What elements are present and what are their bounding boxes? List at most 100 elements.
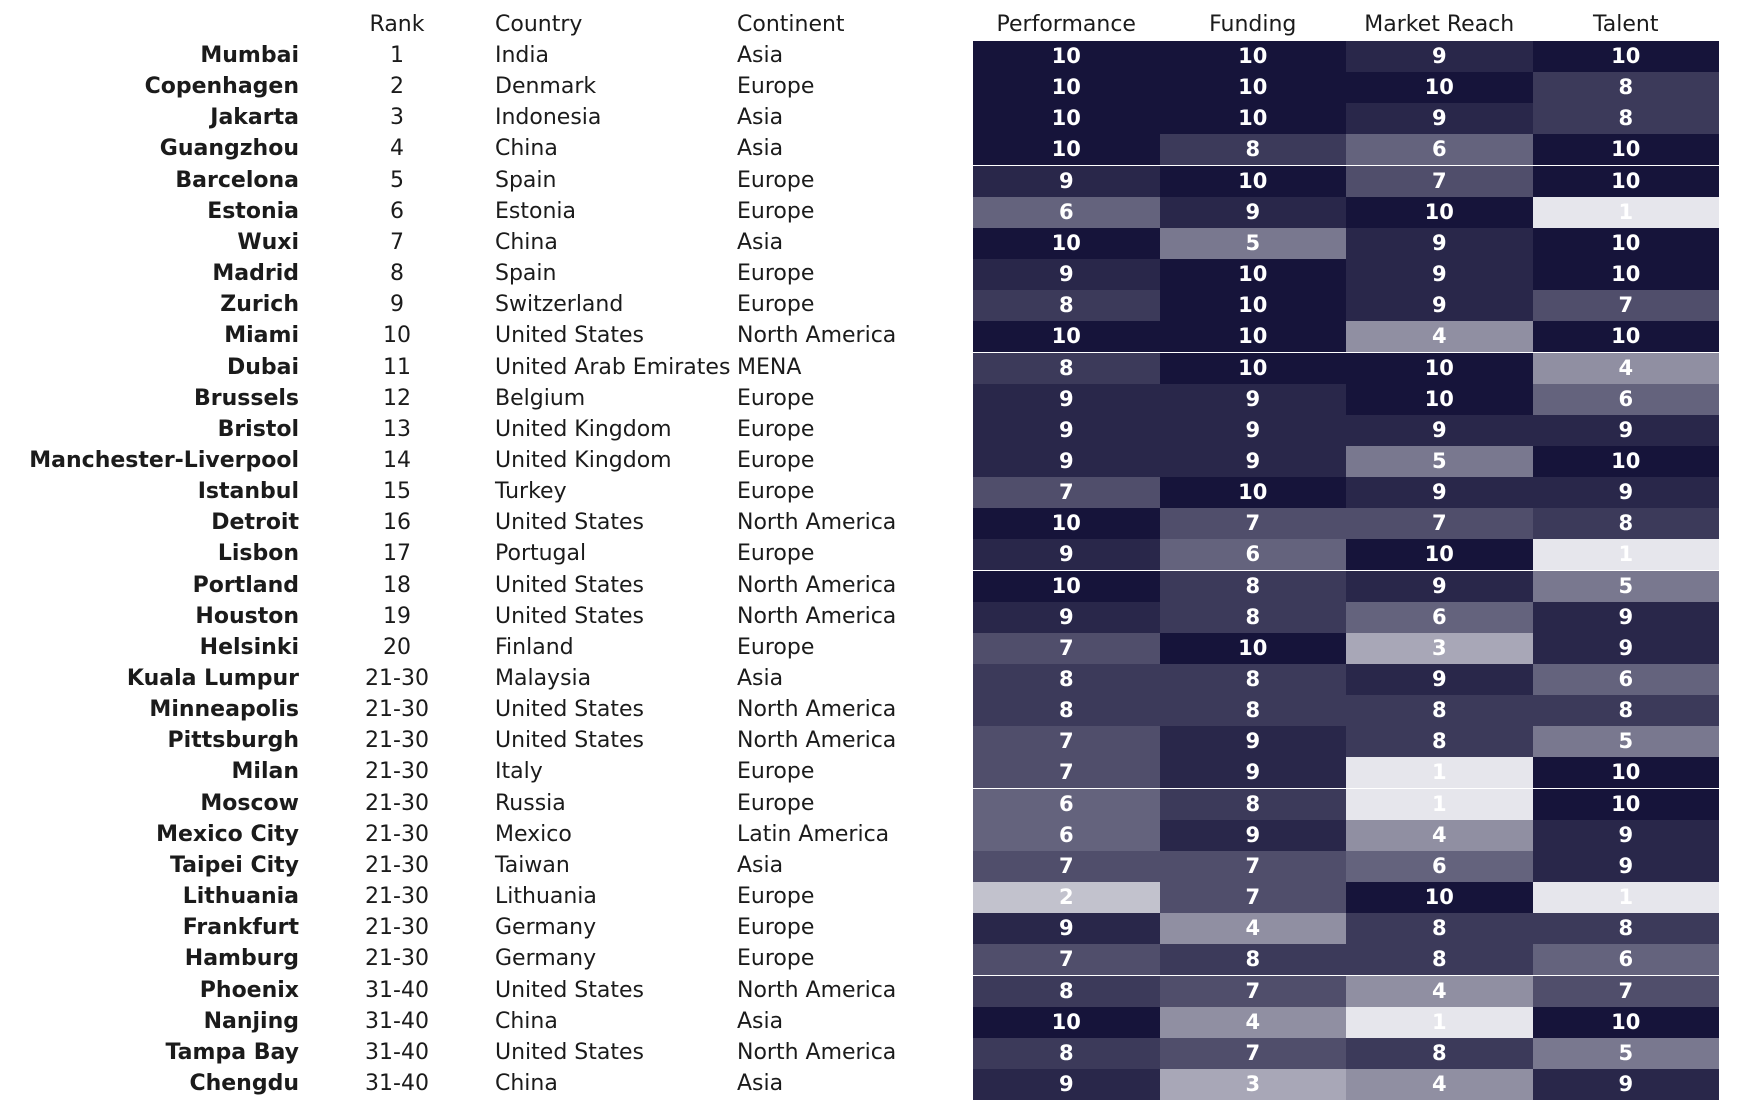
heat-cell-market-reach: 4: [1346, 1068, 1533, 1100]
rank-cell: 21-30: [365, 759, 429, 785]
country-cell: United States: [495, 728, 644, 754]
rank-cell: 21-30: [365, 666, 429, 691]
country-cell: United Kingdom: [495, 416, 672, 442]
heat-cell-talent: 10: [1532, 165, 1719, 197]
continent-cell: Europe: [737, 198, 815, 224]
heat-cell-market-reach: 10: [1346, 383, 1533, 415]
rank-cell: 2: [390, 74, 404, 100]
heat-cell-market-reach: 5: [1346, 445, 1533, 477]
city-label: Wuxi: [237, 229, 299, 255]
heat-cell-funding: 9: [1159, 414, 1346, 446]
heat-cell-funding: 8: [1159, 664, 1346, 695]
heat-cell-market-reach: 10: [1346, 352, 1533, 384]
country-cell: Germany: [495, 946, 597, 972]
rank-cell: 1: [390, 43, 404, 68]
continent-cell: Europe: [737, 385, 815, 411]
heat-cell-market-reach: 8: [1346, 944, 1533, 976]
country-cell: China: [495, 1008, 558, 1034]
continent-cell: North America: [737, 728, 897, 754]
country-cell: United States: [495, 697, 644, 723]
heat-cell-funding: 9: [1159, 196, 1346, 228]
heat-cell-funding: 9: [1159, 819, 1346, 851]
city-label: Frankfurt: [182, 915, 299, 941]
heat-cell-market-reach: 9: [1346, 41, 1533, 72]
heat-cell-market-reach: 9: [1346, 414, 1533, 446]
continent-cell: North America: [737, 697, 897, 723]
continent-cell: Asia: [737, 666, 784, 691]
heat-cell-talent: 9: [1532, 477, 1719, 509]
continent-cell: Europe: [737, 915, 815, 941]
city-label: Brussels: [193, 385, 299, 411]
heat-cell-performance: 9: [973, 414, 1160, 446]
heat-cell-funding: 9: [1159, 383, 1346, 415]
continent-cell: Europe: [737, 167, 815, 193]
city-label: Chengdu: [189, 1070, 299, 1096]
heat-cell-talent: 6: [1532, 664, 1719, 695]
country-cell: China: [495, 136, 558, 162]
city-label: Bristol: [217, 416, 299, 442]
heat-cell-funding: 3: [1159, 1068, 1346, 1100]
continent-cell: Asia: [737, 852, 784, 878]
country-cell: United Arab Emirates: [495, 354, 731, 380]
rank-cell: 15: [383, 479, 411, 505]
rank-cell: 21-30: [365, 884, 429, 910]
heat-cell-performance: 2: [973, 882, 1160, 914]
rank-cell: 5: [390, 167, 404, 193]
heat-cell-market-reach: 10: [1346, 72, 1533, 104]
rank-cell: 21-30: [365, 790, 429, 816]
heat-cell-market-reach: 1: [1346, 757, 1533, 789]
heat-cell-funding: 8: [1159, 944, 1346, 976]
country-cell: Switzerland: [495, 292, 624, 318]
column-header-country: Country: [495, 12, 583, 37]
heat-cell-performance: 7: [973, 757, 1160, 789]
heat-cell-funding: 4: [1159, 913, 1346, 945]
city-label: Guangzhou: [159, 136, 299, 162]
country-cell: Germany: [495, 915, 597, 941]
heat-cell-performance: 6: [973, 819, 1160, 851]
heat-cell-funding: 7: [1159, 882, 1346, 914]
heat-cell-talent: 10: [1532, 788, 1719, 820]
heat-cell-funding: 10: [1159, 165, 1346, 197]
heat-cell-talent: 9: [1532, 414, 1719, 446]
heat-cell-market-reach: 6: [1346, 134, 1533, 166]
heat-cell-talent: 9: [1532, 1068, 1719, 1100]
heat-cell-funding: 8: [1159, 695, 1346, 727]
heat-cell-market-reach: 7: [1346, 165, 1533, 197]
heat-cell-performance: 10: [973, 570, 1160, 602]
city-label: Lithuania: [182, 884, 299, 910]
heat-cell-market-reach: 9: [1346, 259, 1533, 291]
heat-cell-funding: 10: [1159, 103, 1346, 135]
heat-cell-market-reach: 8: [1346, 726, 1533, 758]
country-cell: China: [495, 1070, 558, 1096]
heat-cell-market-reach: 9: [1346, 664, 1533, 695]
city-label: Miami: [224, 323, 299, 349]
city-label: Manchester-Liverpool: [29, 447, 299, 473]
continent-cell: Europe: [737, 261, 815, 287]
heat-cell-performance: 9: [973, 383, 1160, 415]
continent-cell: North America: [737, 572, 897, 598]
heat-cell-funding: 8: [1159, 788, 1346, 820]
heat-cell-talent: 4: [1532, 352, 1719, 384]
rank-cell: 21-30: [365, 852, 429, 878]
heat-cell-performance: 9: [973, 445, 1160, 477]
city-label: Lisbon: [217, 541, 299, 567]
country-cell: Italy: [495, 759, 543, 785]
rank-cell: 10: [383, 323, 411, 349]
continent-cell: North America: [737, 323, 897, 349]
heat-cell-talent: 10: [1532, 259, 1719, 291]
city-label: Milan: [231, 759, 299, 785]
city-label: Pittsburgh: [167, 728, 299, 754]
rank-cell: 21-30: [365, 697, 429, 723]
heat-cell-talent: 8: [1532, 695, 1719, 727]
heat-cell-funding: 6: [1159, 539, 1346, 571]
heat-cell-funding: 7: [1159, 508, 1346, 540]
country-cell: Finland: [495, 634, 574, 660]
heat-cell-performance: 7: [973, 850, 1160, 882]
continent-cell: Asia: [737, 1070, 784, 1096]
rank-cell: 9: [390, 292, 404, 318]
heat-cell-market-reach: 4: [1346, 819, 1533, 851]
heat-cell-performance: 8: [973, 1037, 1160, 1069]
heat-cell-performance: 7: [973, 632, 1160, 664]
heat-cell-market-reach: 1: [1346, 1006, 1533, 1038]
